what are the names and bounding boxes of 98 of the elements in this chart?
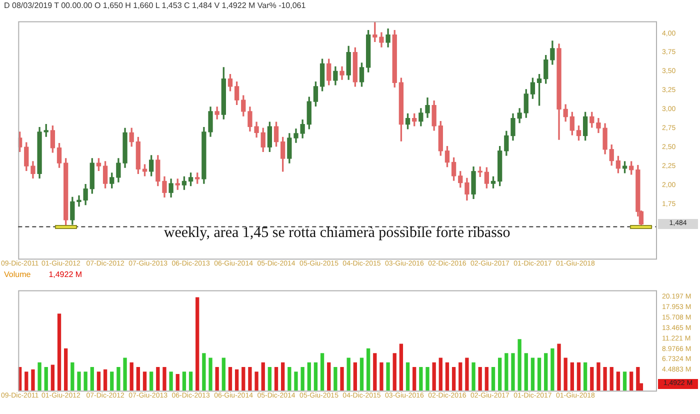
bar	[202, 353, 206, 391]
bar	[176, 374, 180, 391]
bar	[524, 353, 528, 391]
bar	[31, 369, 35, 391]
bar	[570, 362, 574, 391]
bar	[465, 358, 469, 391]
bar	[188, 372, 193, 391]
bar	[590, 367, 594, 391]
bar	[38, 362, 42, 391]
bar	[392, 353, 396, 391]
chart-title: Volume	[4, 270, 31, 279]
bar	[196, 297, 200, 391]
bar	[380, 362, 384, 391]
bar	[84, 372, 88, 391]
bar	[96, 372, 101, 391]
bar	[268, 367, 272, 391]
bar	[373, 353, 377, 391]
bar	[576, 362, 581, 391]
bar	[544, 353, 548, 391]
bar	[366, 348, 370, 391]
bar	[169, 372, 173, 391]
bar	[44, 367, 48, 391]
bar	[281, 362, 285, 391]
bar	[360, 358, 364, 391]
bar	[90, 367, 94, 391]
bar	[564, 358, 568, 391]
bar	[156, 367, 160, 391]
text: 1,4922 M	[48, 270, 82, 279]
bar	[116, 367, 120, 391]
bar	[248, 367, 252, 391]
bar	[136, 367, 140, 391]
bar	[550, 348, 554, 391]
bar	[314, 362, 318, 391]
bar	[327, 362, 331, 391]
bar	[123, 358, 127, 391]
bar	[294, 372, 298, 391]
bar	[518, 339, 522, 391]
bar	[445, 362, 450, 391]
bar	[149, 372, 154, 391]
bar	[498, 358, 502, 391]
bar	[57, 314, 62, 391]
bar	[340, 367, 344, 391]
bar	[636, 367, 640, 391]
bar	[484, 367, 489, 391]
bar	[478, 367, 482, 391]
bar	[458, 362, 462, 391]
bar	[300, 367, 304, 391]
bar	[432, 362, 436, 391]
bar	[511, 353, 515, 391]
bar	[77, 372, 81, 391]
bar	[162, 367, 166, 391]
bar	[182, 372, 186, 391]
bar	[346, 358, 350, 391]
bar	[64, 348, 68, 391]
bar	[130, 362, 134, 391]
bar	[622, 372, 627, 391]
bar	[234, 369, 239, 391]
bar	[438, 358, 442, 391]
bar	[530, 358, 535, 391]
bar	[208, 358, 212, 391]
bar	[288, 367, 292, 391]
bar	[472, 362, 476, 391]
bar	[50, 364, 55, 391]
bar	[491, 367, 496, 391]
bar	[24, 372, 28, 391]
bar	[103, 369, 108, 391]
bar	[274, 367, 278, 391]
bar	[228, 367, 232, 391]
bar	[557, 344, 561, 391]
bar	[406, 362, 410, 391]
bar	[603, 367, 607, 391]
bar	[426, 367, 430, 391]
bar	[320, 353, 324, 391]
bar	[353, 362, 357, 391]
bar	[386, 362, 390, 391]
bar	[261, 362, 265, 391]
bar	[142, 372, 147, 391]
bar	[334, 367, 338, 391]
bar	[537, 358, 542, 391]
text: D 08/03/2019 T 00.00.00 O 1,650 H 1,660 L 1,453 C 1,484 V 1,4922 M Var% -10,061	[4, 1, 306, 10]
bar	[70, 362, 74, 391]
bar	[504, 353, 508, 391]
bar	[254, 372, 258, 391]
bar	[596, 362, 600, 391]
bar	[412, 367, 416, 391]
bar	[583, 362, 588, 391]
annotation: weekly, area 1,45 se rotta chiamerà possibile forte ribasso	[162, 224, 512, 242]
bar	[419, 367, 423, 391]
bar	[399, 344, 404, 391]
bar	[610, 367, 614, 391]
bar	[452, 367, 456, 391]
bar	[222, 358, 226, 391]
bar	[616, 372, 620, 391]
bar	[242, 367, 246, 391]
bar	[630, 372, 634, 391]
bar	[110, 372, 114, 391]
bar	[307, 362, 311, 391]
bar	[215, 367, 219, 391]
